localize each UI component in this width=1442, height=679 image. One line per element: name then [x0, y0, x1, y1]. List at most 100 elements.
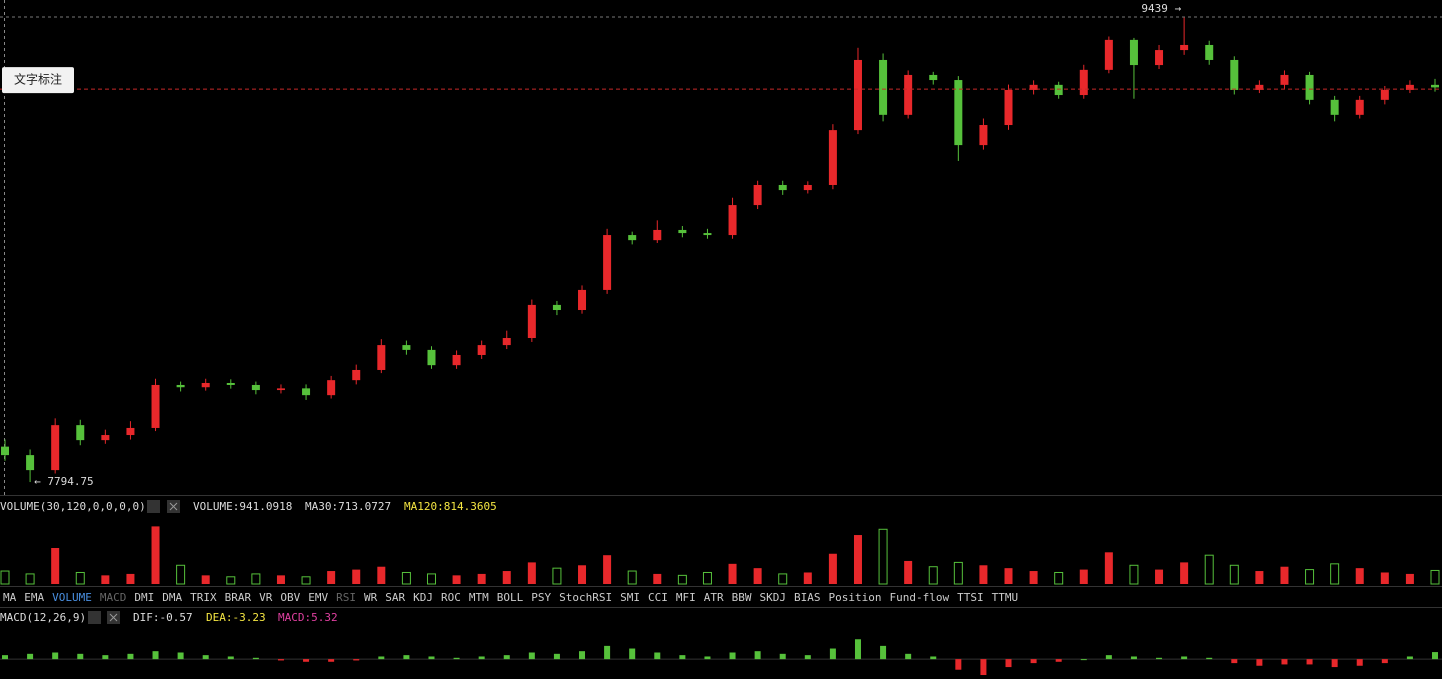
volume-bar: [452, 575, 461, 584]
indicator-tab[interactable]: BOLL: [497, 591, 524, 604]
indicator-tab[interactable]: TTMU: [992, 591, 1019, 604]
volume-bar: [75, 571, 85, 585]
macd-bar: [955, 659, 962, 670]
volume-bar: [1054, 571, 1064, 585]
volume-bar: [352, 569, 361, 584]
volume-bar: [803, 572, 812, 584]
indicator-tab[interactable]: CCI: [648, 591, 668, 604]
volume-bar: [979, 565, 988, 584]
macd-bar: [127, 653, 134, 660]
candle-body: [251, 384, 260, 391]
indicator-tab[interactable]: TTSI: [957, 591, 984, 604]
macd-bar: [528, 652, 535, 660]
volume-bar: [176, 564, 186, 585]
indicator-tab[interactable]: PSY: [531, 591, 551, 604]
indicator-tab[interactable]: MTM: [469, 591, 489, 604]
settings-icon[interactable]: [88, 611, 101, 624]
volume-icons: [147, 500, 180, 513]
settings-icon[interactable]: [147, 500, 160, 513]
indicator-tab[interactable]: VOLUME: [52, 591, 92, 604]
volume-bar: [1129, 564, 1139, 585]
candle-body: [552, 304, 561, 311]
candle-body: [502, 338, 511, 346]
macd-bar: [102, 655, 109, 660]
macd-bar: [930, 656, 937, 660]
macd-bar: [604, 645, 611, 660]
volume-bar: [1180, 562, 1189, 584]
volume-bar: [1355, 568, 1364, 584]
indicator-tab[interactable]: OBV: [280, 591, 300, 604]
candle-body: [628, 235, 637, 241]
candle-body: [1155, 50, 1164, 66]
candle-body: [452, 354, 461, 366]
volume-bar: [702, 571, 712, 585]
macd-bar: [1256, 659, 1263, 666]
macd-bar: [980, 659, 987, 676]
indicator-tab[interactable]: SMI: [620, 591, 640, 604]
candle-body: [1355, 99, 1364, 115]
indicator-tab[interactable]: RSI: [336, 591, 356, 604]
candle-body: [904, 74, 913, 115]
indicator-tab[interactable]: VR: [259, 591, 273, 604]
indicator-tab[interactable]: KDJ: [413, 591, 433, 604]
indicator-tab[interactable]: EMA: [24, 591, 44, 604]
indicator-tab[interactable]: DMA: [162, 591, 182, 604]
macd-bar: [1231, 659, 1238, 664]
candle-body: [377, 345, 386, 370]
indicator-tab[interactable]: StochRSI: [559, 591, 612, 604]
indicator-tab[interactable]: Fund-flow: [889, 591, 949, 604]
indicator-tab[interactable]: MFI: [676, 591, 696, 604]
volume-bar: [327, 571, 336, 584]
macd-bar: [1406, 656, 1413, 660]
macd-bar: [1381, 659, 1388, 664]
candle-body: [1305, 74, 1314, 100]
indicator-tab[interactable]: SKDJ: [759, 591, 786, 604]
indicator-tab[interactable]: TRIX: [190, 591, 217, 604]
candle-body: [176, 384, 185, 388]
indicator-tab[interactable]: WR: [364, 591, 378, 604]
macd-bar: [1030, 659, 1037, 664]
candle-body: [1205, 44, 1214, 60]
candle-body: [527, 304, 536, 339]
macd-bar: [754, 651, 761, 660]
volume-bar: [502, 571, 511, 584]
candle-body: [678, 229, 687, 234]
volume-bar: [1204, 554, 1214, 585]
indicator-tab[interactable]: Position: [828, 591, 881, 604]
candle-body: [803, 184, 812, 191]
macd-bar: [478, 656, 485, 660]
high-label: 9439 →: [1141, 2, 1181, 15]
candle-body: [954, 80, 963, 146]
indicator-tab[interactable]: BBW: [732, 591, 752, 604]
volume-bar: [1155, 569, 1164, 584]
volume-bar: [301, 576, 311, 585]
macd-bar: [428, 656, 435, 660]
indicator-tab[interactable]: MACD: [100, 591, 127, 604]
candle-body: [101, 435, 110, 441]
indicator-tab[interactable]: BIAS: [794, 591, 821, 604]
indicator-tab[interactable]: ATR: [704, 591, 724, 604]
indicator-tab[interactable]: EMV: [308, 591, 328, 604]
candle-body: [828, 130, 837, 185]
macd-bar: [1356, 659, 1363, 666]
candle-body: [1380, 89, 1389, 100]
candle-body: [1029, 84, 1038, 90]
candle-body: [76, 425, 85, 441]
indicator-tab[interactable]: BRAR: [225, 591, 252, 604]
volume-bar: [126, 573, 135, 584]
macd-bar: [704, 656, 711, 660]
indicator-tab[interactable]: MA: [3, 591, 17, 604]
indicator-tab[interactable]: ROC: [441, 591, 461, 604]
indicator-tab[interactable]: SAR: [385, 591, 405, 604]
candle-body: [427, 349, 436, 366]
volume-bar: [527, 562, 536, 584]
candle-body: [753, 184, 762, 206]
volume-bar: [1280, 566, 1289, 584]
macd-bar: [1080, 659, 1087, 661]
indicator-tab[interactable]: DMI: [134, 591, 154, 604]
annotation-label: 文字标注: [14, 72, 62, 87]
macd-legend: MACD:5.32: [278, 611, 338, 624]
macd-bar: [403, 655, 410, 660]
